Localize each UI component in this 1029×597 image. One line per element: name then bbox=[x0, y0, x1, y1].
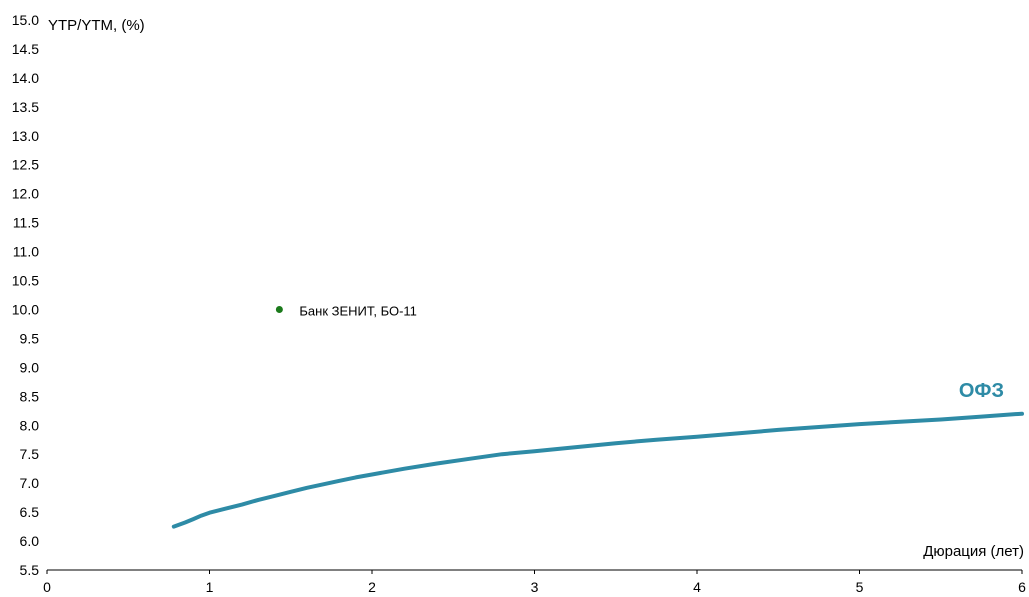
x-tick-label: 6 bbox=[1018, 579, 1026, 595]
x-tick-label: 2 bbox=[368, 579, 376, 595]
y-tick-label: 6.0 bbox=[20, 533, 40, 549]
y-tick-label: 7.5 bbox=[20, 446, 40, 462]
y-tick-label: 15.0 bbox=[12, 12, 39, 28]
y-tick-label: 7.0 bbox=[20, 475, 40, 491]
bond-point-label: Банк ЗЕНИТ, БО-11 bbox=[299, 303, 417, 318]
y-tick-label: 9.0 bbox=[20, 359, 40, 375]
y-tick-label: 10.0 bbox=[12, 301, 39, 317]
x-tick-label: 3 bbox=[531, 579, 539, 595]
y-tick-label: 11.5 bbox=[13, 215, 39, 231]
y-tick-label: 14.0 bbox=[12, 70, 39, 86]
y-tick-label: 13.0 bbox=[12, 128, 39, 144]
x-axis-ticks: 0 1 2 3 4 5 6 bbox=[43, 570, 1026, 595]
y-axis-ticks: 5.5 6.0 6.5 7.0 7.5 8.0 8.5 9.0 9.5 10.0 10.5 11.0 1… bbox=[12, 12, 39, 578]
y-tick-label: 11.0 bbox=[13, 244, 39, 260]
bond-point bbox=[275, 305, 283, 313]
y-tick-label: 14.5 bbox=[12, 41, 39, 57]
y-tick-label: 8.5 bbox=[20, 388, 40, 404]
y-tick-label: 5.5 bbox=[20, 562, 40, 578]
x-axis-label: Дюрация (лет) bbox=[923, 543, 1024, 560]
y-tick-label: 10.5 bbox=[12, 273, 39, 289]
y-tick-label: 13.5 bbox=[12, 99, 39, 115]
y-tick-label: 8.0 bbox=[20, 417, 40, 433]
y-tick-label: 12.0 bbox=[12, 186, 39, 202]
ofz-series-label: ОФЗ bbox=[959, 380, 1004, 402]
x-tick-label: 4 bbox=[693, 579, 701, 595]
x-tick-label: 0 bbox=[43, 579, 51, 595]
ofz-curve-line bbox=[171, 411, 1024, 529]
y-tick-label: 6.5 bbox=[20, 504, 40, 520]
y-tick-label: 9.5 bbox=[20, 330, 40, 346]
series-layer: ОФЗ Банк ЗЕНИТ, БО-11 bbox=[171, 303, 1024, 529]
x-tick-label: 5 bbox=[856, 579, 864, 595]
y-axis-label: YTP/YTM, (%) bbox=[48, 17, 145, 34]
y-tick-label: 12.5 bbox=[12, 157, 39, 173]
x-tick-label: 1 bbox=[206, 579, 214, 595]
